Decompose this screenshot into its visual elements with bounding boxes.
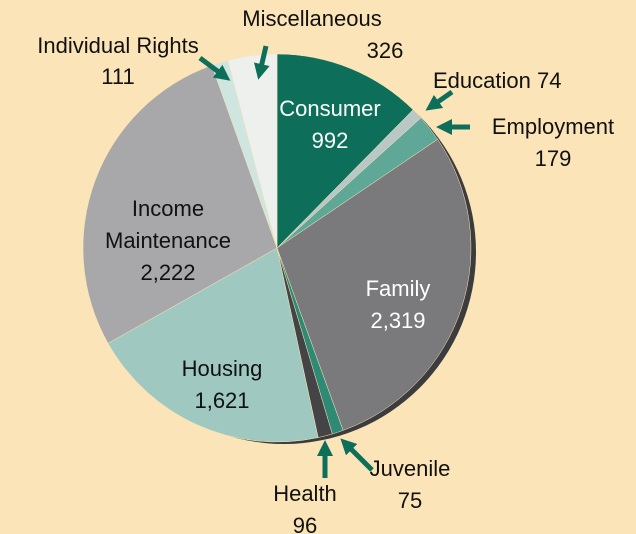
arrow bbox=[198, 56, 231, 81]
value-label: 326 bbox=[367, 38, 404, 63]
arrow bbox=[254, 45, 270, 80]
pie-slice bbox=[276, 53, 414, 249]
slice-label: Housing bbox=[182, 356, 263, 381]
pie-slice bbox=[276, 138, 472, 431]
pie-slice bbox=[107, 247, 319, 443]
arrow bbox=[340, 438, 374, 472]
pie-slice bbox=[227, 53, 278, 249]
slice-label: Employment bbox=[492, 114, 614, 139]
slice-label: Health bbox=[273, 481, 337, 506]
value-label: 992 bbox=[312, 128, 349, 153]
slice-label: Income Maintenance bbox=[105, 196, 231, 253]
arrows bbox=[198, 45, 470, 478]
slice-label: Family bbox=[366, 276, 431, 301]
value-label: 179 bbox=[535, 146, 572, 171]
value-label: 74 bbox=[537, 68, 561, 93]
arrow bbox=[425, 89, 454, 111]
slice-label: Miscellaneous bbox=[242, 6, 381, 31]
value-label: 1,621 bbox=[194, 388, 249, 413]
value-label: 111 bbox=[101, 64, 134, 89]
slice-label: Consumer bbox=[279, 96, 380, 121]
pie-slice bbox=[82, 64, 278, 344]
value-label: 75 bbox=[398, 488, 422, 513]
slice-label: Individual Rights bbox=[37, 33, 198, 58]
value-label: 2,319 bbox=[370, 308, 425, 333]
value-label: 2,222 bbox=[140, 260, 195, 285]
value-label: 96 bbox=[293, 513, 317, 534]
slice-label: Education bbox=[433, 68, 531, 93]
slice-label: Juvenile bbox=[370, 456, 451, 481]
